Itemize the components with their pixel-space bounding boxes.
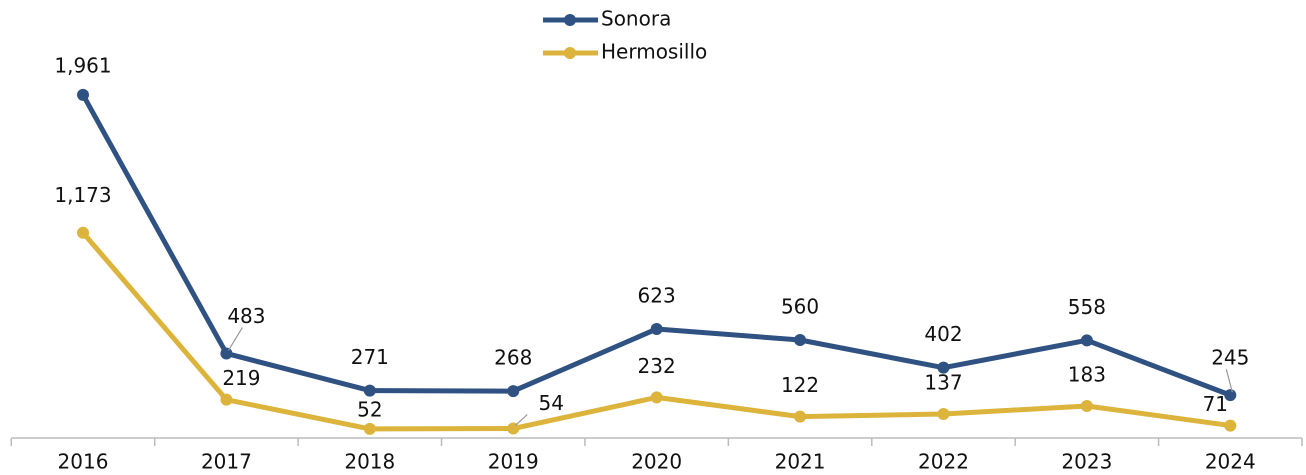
- data-point: [794, 410, 807, 423]
- data-point: [1224, 389, 1237, 402]
- data-label: 137: [924, 371, 962, 395]
- x-tick-label: 2018: [344, 450, 395, 474]
- data-label: 219: [222, 366, 260, 390]
- x-tick-label: 2017: [201, 450, 252, 474]
- data-point: [220, 347, 233, 360]
- legend-label: Hermosillo: [601, 40, 707, 64]
- data-point: [1080, 334, 1093, 347]
- data-label: 52: [357, 397, 382, 421]
- leader-line: [227, 327, 243, 351]
- legend-marker: [564, 14, 576, 26]
- data-label: 268: [494, 346, 532, 370]
- data-point: [220, 393, 233, 406]
- data-point: [507, 385, 520, 398]
- data-point: [363, 422, 376, 435]
- data-point: [363, 384, 376, 397]
- data-point: [77, 226, 90, 239]
- data-label: 560: [781, 295, 819, 319]
- data-label: 245: [1211, 346, 1249, 370]
- data-point: [507, 422, 520, 435]
- data-point: [77, 88, 90, 101]
- x-tick-label: 2019: [488, 450, 539, 474]
- leader-line: [1225, 368, 1233, 393]
- data-point: [650, 322, 663, 335]
- x-tick-label: 2016: [58, 450, 109, 474]
- legend-marker: [564, 47, 576, 59]
- series-line: [80, 93, 1232, 398]
- x-tick-label: 2022: [918, 450, 969, 474]
- data-label: 122: [781, 373, 819, 397]
- data-label: 271: [351, 345, 389, 369]
- data-point: [1080, 399, 1093, 412]
- x-tick-label: 2023: [1061, 450, 1112, 474]
- data-point: [1224, 419, 1237, 432]
- data-label: 623: [638, 283, 676, 307]
- data-label: 402: [924, 322, 962, 346]
- data-label: 483: [227, 304, 265, 328]
- x-tick-label: 2024: [1205, 450, 1256, 474]
- data-point: [650, 391, 663, 404]
- data-point: [794, 334, 807, 346]
- legend-label: Sonora: [601, 7, 671, 31]
- data-label: 232: [638, 354, 676, 378]
- data-label: 1,961: [54, 53, 111, 77]
- data-label: 1,173: [54, 183, 111, 207]
- data-label: 71: [1203, 392, 1228, 416]
- data-label: 183: [1068, 362, 1106, 386]
- data-point: [937, 408, 950, 421]
- data-label: 558: [1068, 295, 1106, 319]
- x-tick-label: 2020: [631, 450, 682, 474]
- x-tick-label: 2021: [775, 450, 826, 474]
- leader-line: [514, 414, 528, 426]
- data-point: [937, 361, 950, 374]
- data-label: 54: [539, 391, 564, 415]
